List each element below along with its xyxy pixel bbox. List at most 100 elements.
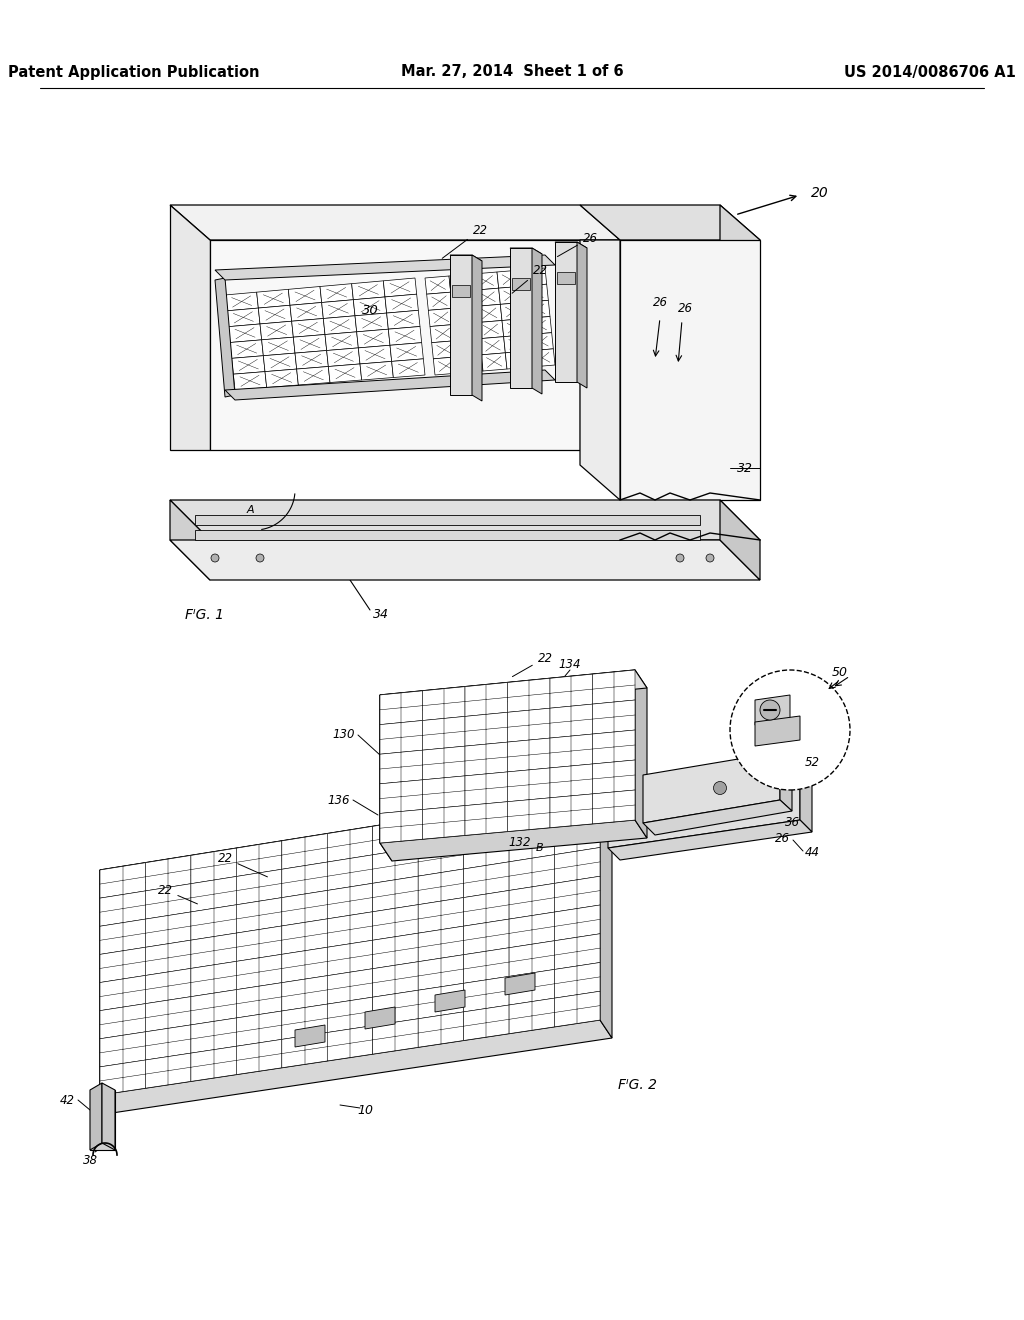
Polygon shape — [145, 912, 190, 948]
Polygon shape — [465, 772, 508, 805]
Polygon shape — [170, 500, 760, 540]
Polygon shape — [512, 279, 530, 290]
Polygon shape — [593, 700, 635, 734]
Polygon shape — [464, 862, 509, 898]
Polygon shape — [418, 812, 464, 847]
Polygon shape — [453, 306, 478, 325]
Polygon shape — [449, 275, 475, 292]
Polygon shape — [210, 240, 580, 450]
Polygon shape — [329, 364, 361, 383]
Polygon shape — [555, 991, 600, 1027]
Polygon shape — [524, 301, 550, 318]
Polygon shape — [464, 948, 509, 983]
Text: 22: 22 — [512, 264, 548, 293]
Polygon shape — [195, 515, 700, 525]
Polygon shape — [190, 849, 237, 883]
Polygon shape — [380, 809, 423, 843]
Text: FᴵG. 2: FᴵG. 2 — [618, 1078, 657, 1092]
Polygon shape — [481, 352, 507, 371]
Polygon shape — [373, 990, 418, 1026]
Polygon shape — [282, 834, 328, 870]
Circle shape — [706, 554, 714, 562]
Text: 22: 22 — [158, 883, 198, 904]
Polygon shape — [643, 752, 780, 822]
Polygon shape — [465, 801, 508, 836]
Polygon shape — [145, 883, 190, 919]
Polygon shape — [555, 789, 600, 826]
Polygon shape — [226, 308, 260, 326]
Polygon shape — [328, 883, 373, 919]
Polygon shape — [380, 780, 423, 813]
Polygon shape — [170, 540, 760, 579]
Polygon shape — [456, 339, 481, 356]
Polygon shape — [328, 912, 373, 948]
Polygon shape — [450, 255, 472, 395]
Polygon shape — [509, 826, 555, 862]
Polygon shape — [472, 255, 482, 401]
Polygon shape — [532, 248, 542, 393]
Polygon shape — [580, 240, 620, 500]
Polygon shape — [527, 333, 553, 351]
Polygon shape — [501, 302, 526, 321]
Polygon shape — [418, 927, 464, 962]
Text: 44: 44 — [805, 846, 820, 859]
Text: B: B — [537, 843, 544, 853]
Polygon shape — [478, 321, 504, 339]
Polygon shape — [557, 272, 575, 284]
Polygon shape — [464, 977, 509, 1012]
Text: 36: 36 — [785, 816, 800, 829]
Polygon shape — [231, 355, 265, 374]
Polygon shape — [380, 696, 392, 861]
Polygon shape — [425, 276, 451, 294]
Polygon shape — [102, 1082, 115, 1150]
Polygon shape — [435, 990, 465, 1012]
Text: 22: 22 — [512, 652, 553, 677]
Polygon shape — [451, 290, 476, 309]
Polygon shape — [418, 983, 464, 1019]
Polygon shape — [215, 255, 555, 280]
Polygon shape — [423, 746, 465, 780]
Polygon shape — [580, 205, 760, 240]
Polygon shape — [145, 1024, 190, 1060]
Polygon shape — [100, 975, 145, 1011]
Text: 38: 38 — [83, 1154, 97, 1167]
Polygon shape — [427, 292, 453, 310]
Polygon shape — [593, 789, 635, 824]
Polygon shape — [373, 904, 418, 940]
Polygon shape — [373, 1019, 418, 1055]
Polygon shape — [464, 891, 509, 927]
Polygon shape — [428, 309, 454, 326]
Polygon shape — [100, 1020, 612, 1113]
Polygon shape — [380, 750, 423, 784]
Polygon shape — [464, 833, 509, 869]
Circle shape — [714, 781, 726, 795]
Polygon shape — [380, 671, 635, 843]
Polygon shape — [643, 800, 792, 836]
Polygon shape — [373, 847, 418, 883]
Polygon shape — [509, 998, 555, 1034]
Polygon shape — [237, 1039, 282, 1074]
Polygon shape — [290, 302, 324, 321]
Polygon shape — [521, 268, 547, 286]
Text: 26: 26 — [652, 297, 668, 309]
Polygon shape — [555, 876, 600, 912]
Polygon shape — [190, 876, 237, 912]
Polygon shape — [433, 356, 459, 375]
Polygon shape — [454, 322, 479, 341]
Polygon shape — [282, 919, 328, 954]
Polygon shape — [504, 335, 529, 352]
Polygon shape — [295, 351, 329, 370]
Text: 22: 22 — [442, 223, 487, 259]
Polygon shape — [465, 682, 508, 717]
Polygon shape — [353, 297, 387, 315]
Text: 50: 50 — [831, 665, 848, 678]
Text: 26: 26 — [557, 231, 597, 256]
Polygon shape — [356, 329, 390, 348]
Polygon shape — [328, 1026, 373, 1061]
Circle shape — [256, 554, 264, 562]
Polygon shape — [550, 734, 593, 768]
Polygon shape — [225, 292, 258, 310]
Polygon shape — [170, 205, 210, 450]
Text: FᴵG. 1: FᴵG. 1 — [185, 609, 224, 622]
Polygon shape — [262, 337, 295, 355]
